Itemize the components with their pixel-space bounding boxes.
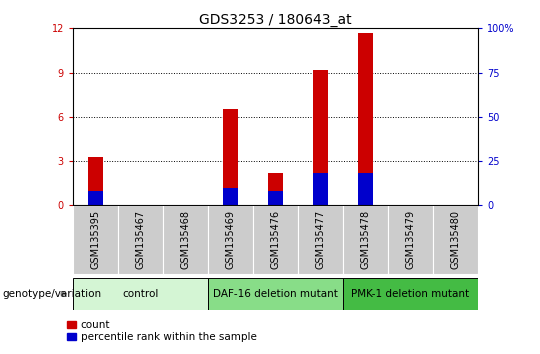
Text: control: control (122, 289, 159, 299)
Text: GSM135468: GSM135468 (180, 210, 191, 269)
Bar (222, 109, 238, 205)
Bar (313, 173, 328, 205)
Text: GSM135395: GSM135395 (90, 210, 100, 269)
Bar (253, 205, 298, 274)
Text: GSM135469: GSM135469 (225, 210, 235, 269)
Bar (388, 205, 433, 274)
Bar (343, 278, 478, 310)
Legend: count, percentile rank within the sample: count, percentile rank within the sample (68, 320, 256, 342)
Text: PMK-1 deletion mutant: PMK-1 deletion mutant (352, 289, 469, 299)
Text: GSM135478: GSM135478 (360, 210, 370, 269)
Bar (87, 156, 103, 205)
Bar (357, 173, 373, 205)
Text: GSM135479: GSM135479 (406, 210, 415, 269)
Bar (222, 188, 238, 205)
Bar (357, 33, 373, 205)
Bar (73, 205, 118, 274)
Bar (208, 205, 253, 274)
Bar (208, 278, 343, 310)
Bar (87, 191, 103, 205)
Text: genotype/variation: genotype/variation (3, 289, 102, 299)
Bar (267, 173, 284, 205)
Bar (343, 205, 388, 274)
Bar (118, 205, 163, 274)
Bar (313, 70, 328, 205)
Title: GDS3253 / 180643_at: GDS3253 / 180643_at (199, 13, 352, 27)
Bar (267, 191, 284, 205)
Text: GSM135467: GSM135467 (136, 210, 145, 269)
Bar (298, 205, 343, 274)
Text: GSM135477: GSM135477 (315, 210, 326, 269)
Text: GSM135476: GSM135476 (271, 210, 280, 269)
Bar (433, 205, 478, 274)
Text: DAF-16 deletion mutant: DAF-16 deletion mutant (213, 289, 338, 299)
Bar (73, 278, 208, 310)
Bar (163, 205, 208, 274)
Text: GSM135480: GSM135480 (450, 210, 461, 269)
